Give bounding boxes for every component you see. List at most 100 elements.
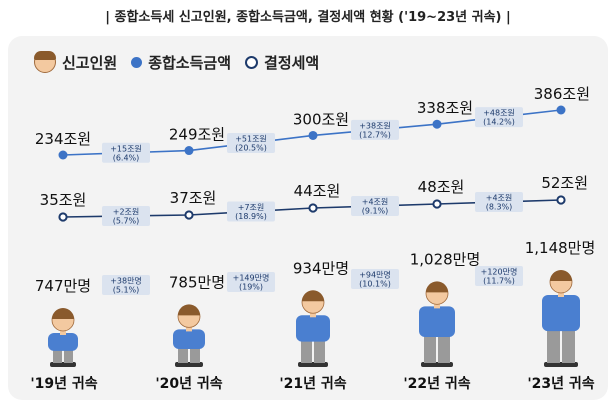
person-hair [550,270,572,281]
tax-change-rate: (5.7%) [113,217,140,226]
people-value-label: 747만명 [35,277,91,295]
tax-point [432,199,442,209]
tax-change-amount: +4조원 [362,198,389,207]
people-value-label: 785만명 [169,273,225,291]
income-change-amount: +48조원 [483,109,515,118]
person-neck [558,292,564,297]
income-change-rate: (12.7%) [359,130,391,139]
income-change-box [475,107,523,128]
income-change-box [227,133,275,154]
tax-change-box [102,206,150,226]
income-change-rate: (14.2%) [483,118,515,127]
tax-change-rate: (8.3%) [486,203,513,212]
legend-item-tax: 결정세액 [245,52,319,73]
tax-change-box [351,196,399,216]
tax-point [58,212,68,222]
person-face-icon [34,51,56,73]
people-change-rate: (5.1%) [113,286,140,295]
filled-dot-icon [131,56,143,68]
legend-label-income: 종합소득금액 [148,53,232,72]
tax-value-label: 37조원 [170,189,217,207]
person-shoes [421,362,453,367]
legend-label-people: 신고인원 [62,53,118,72]
person-leg [178,346,188,363]
income-point [308,130,318,140]
people-change-box [227,272,275,292]
tax-change-box [475,192,523,212]
page-title: | 종합소득세 신고인원, 종합소득금액, 결정세액 현황 ('19~23년 귀… [105,10,511,25]
income-change-rate: (6.4%) [113,153,140,162]
x-category-label: '19년 귀속 [30,375,97,392]
person-leg [314,339,325,363]
person-hair [178,304,200,316]
x-category-label: '20년 귀속 [155,375,222,392]
income-change-amount: +38조원 [359,121,391,130]
person-leg [562,329,575,363]
person-shoes [298,362,328,367]
person-leg [547,329,560,363]
income-point [58,150,68,160]
person-leg [301,339,312,363]
income-point [556,105,566,115]
tax-point [556,195,566,205]
person-leg [438,334,450,363]
person-body [173,329,205,349]
legend-item-income: 종합소득금액 [131,52,231,73]
tax-change-amount: +2조원 [113,208,140,217]
person-shoes [175,362,203,367]
income-change-amount: +15조원 [110,144,142,153]
income-change-rate: (20.5%) [235,144,267,153]
open-dot-icon [245,55,259,69]
income-value-label: 300조원 [293,110,349,128]
x-category-label: '23년 귀속 [527,375,594,392]
income-point [184,146,194,156]
person-leg [190,346,200,363]
x-category-label: '21년 귀속 [279,375,346,392]
people-change-rate: (10.1%) [359,280,391,289]
tax-value-label: 44조원 [294,182,341,200]
income-change-box [102,142,150,163]
income-value-label: 249조원 [169,126,225,144]
people-value-label: 1,148만명 [525,239,596,257]
person-body [542,295,580,332]
person-neck [60,330,66,335]
people-change-amount: +120만명 [481,267,518,277]
income-value-label: 386조원 [534,85,590,103]
tax-value-label: 48조원 [418,178,465,196]
tax-change-box [227,201,275,222]
people-change-rate: (19%) [239,283,263,292]
tax-change-amount: +7조원 [238,203,265,212]
legend-label-tax: 결정세액 [264,53,320,72]
people-change-rate: (11.7%) [483,277,515,286]
tax-value-label: 52조원 [541,174,588,192]
legend: 신고인원 종합소득금액 결정세액 [34,50,333,74]
person-hair [302,290,324,302]
person-neck [186,326,192,332]
tax-value-label: 35조원 [40,191,87,209]
people-change-box [102,275,150,295]
people-change-amount: +149만명 [233,273,270,283]
person-hair [52,308,74,319]
people-value-label: 1,028만명 [410,250,481,268]
person-neck [310,312,316,318]
tax-point [184,210,194,220]
person-neck [434,303,440,309]
people-change-amount: +94만명 [359,270,391,280]
person-leg [64,348,73,363]
income-value-label: 234조원 [35,130,91,148]
tax-point [308,203,318,213]
person-leg [424,334,436,363]
person-leg [53,348,62,363]
people-value-label: 934만명 [293,259,349,277]
tax-change-rate: (9.1%) [362,207,389,216]
tax-change-amount: +4조원 [486,194,513,203]
people-change-box [475,266,523,286]
person-body [296,315,330,342]
legend-item-people: 신고인원 [34,51,117,73]
people-change-box [351,269,399,289]
tax-change-rate: (18.9%) [235,212,267,221]
x-category-label: '22년 귀속 [403,375,470,392]
person-body [419,306,455,337]
person-body [48,333,78,351]
